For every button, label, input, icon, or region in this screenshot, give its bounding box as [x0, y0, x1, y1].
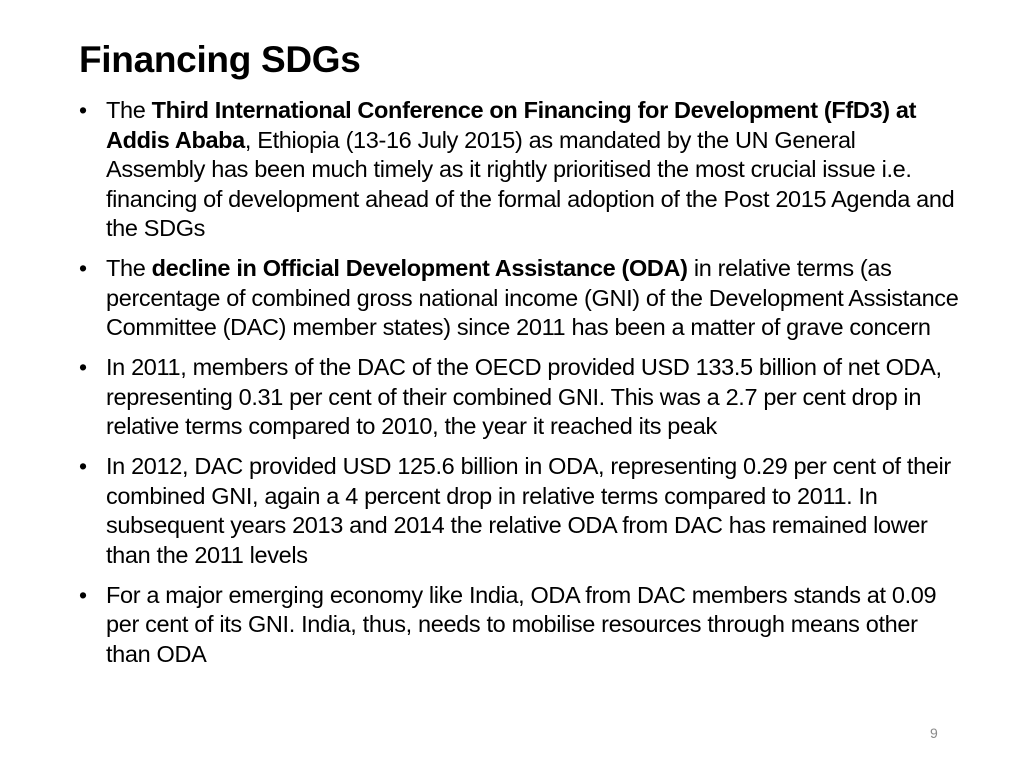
bullet-text-bold: Third International Conference on Financ… — [106, 97, 917, 153]
bullet-text: In 2012, DAC provided USD 125.6 billion … — [106, 453, 951, 568]
bullet-dot-icon: • — [79, 354, 87, 380]
bullet-text: in relative terms (as percentage of comb… — [106, 255, 959, 340]
bullet-dot-icon: • — [79, 581, 87, 608]
bullet-text: In 2011, members of the DAC of the OECD … — [106, 354, 942, 439]
bullet-dot-icon: • — [79, 255, 87, 281]
bullet-text: , Ethiopia (13-16 July 2015) as mandated… — [106, 126, 955, 242]
bullet-text-bold: decline in Official Development Assistan… — [151, 255, 688, 281]
slide-title: Financing SDGs — [79, 39, 361, 80]
bullet-item: • In 2011, members of the DAC of the OEC… — [79, 353, 959, 442]
slide-number: 9 — [930, 725, 938, 741]
bullet-item: • In 2012, DAC provided USD 125.6 billio… — [79, 452, 959, 570]
bullet-item: • For a major emerging economy like Indi… — [79, 581, 959, 670]
bullet-item: • The Third International Conference on … — [79, 96, 959, 244]
bullet-text: The — [106, 97, 152, 123]
bullet-list: • The Third International Conference on … — [79, 96, 959, 680]
bullet-item: • The decline in Official Development As… — [79, 254, 959, 343]
bullet-text: The — [106, 255, 152, 281]
bullet-text: For a major emerging economy like India,… — [106, 581, 937, 667]
bullet-dot-icon: • — [79, 97, 87, 123]
bullet-dot-icon: • — [79, 453, 87, 479]
